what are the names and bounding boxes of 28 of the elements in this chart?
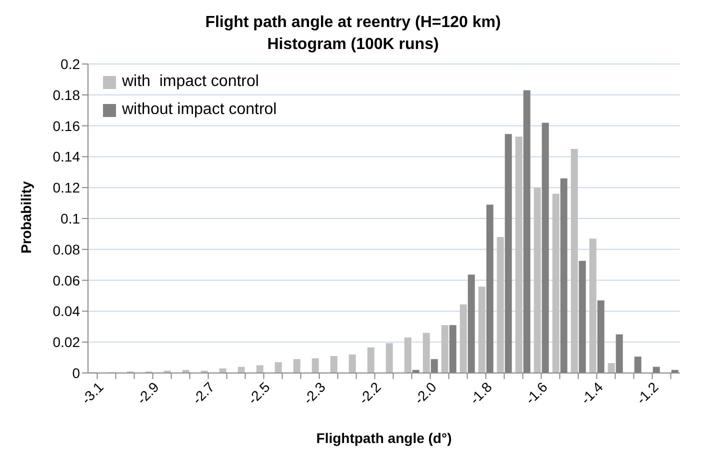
y-tick-label: 0.1 <box>60 210 80 226</box>
y-tick-label: 0.08 <box>52 241 80 258</box>
y-tick-label: 0.04 <box>52 303 80 320</box>
x-axis-title: Flightpath angle (d°) <box>316 430 452 446</box>
x-tick-label: -1.4 <box>578 378 606 408</box>
x-tick-label: -1.2 <box>633 378 662 408</box>
y-tick-label: 0 <box>72 364 80 381</box>
y-tick-label: 0.18 <box>52 86 80 103</box>
y-axis-title: Probability <box>18 180 34 254</box>
legend-label: with impact control <box>122 72 259 92</box>
y-tick-label: 0.02 <box>52 334 80 350</box>
chart-subtitle: Histogram (100K runs) <box>266 35 440 55</box>
x-tick-label: -2.3 <box>300 378 329 408</box>
y-tick-label: 0.16 <box>52 118 80 134</box>
chart-title: Flight path angle at reentry (H=120 km) <box>204 13 502 33</box>
x-tick-label: -1.6 <box>522 378 551 408</box>
y-tick-label: 0.06 <box>52 272 80 288</box>
x-tick-label: -3.1 <box>78 378 107 408</box>
x-tick-label: -2.9 <box>134 378 162 408</box>
legend-label: without impact control <box>122 100 277 120</box>
x-tick-label: -1.8 <box>466 378 496 408</box>
x-tick-label: -2.2 <box>356 378 384 408</box>
y-tick-label: 0.14 <box>52 148 80 165</box>
y-tick-label: 0.12 <box>52 180 80 196</box>
x-tick-label: -2.0 <box>411 378 440 408</box>
x-tick-label: -2.7 <box>189 378 218 408</box>
y-tick-label: 0.2 <box>60 56 80 72</box>
x-tick-label: -2.5 <box>244 378 274 408</box>
